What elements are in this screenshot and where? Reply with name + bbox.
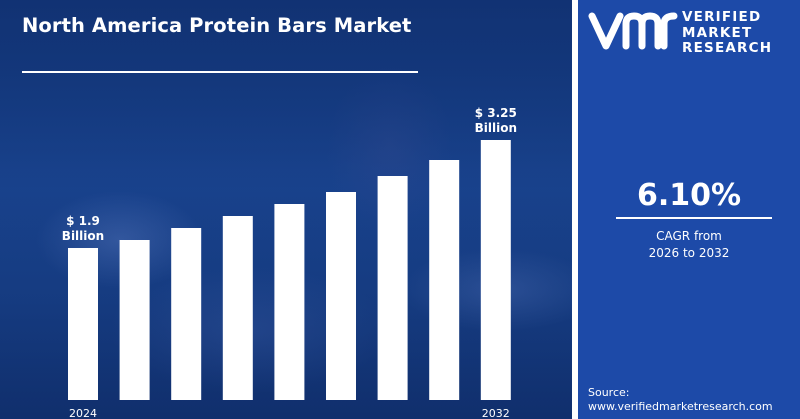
- data-label-value-2024: $ 1.9: [66, 214, 100, 228]
- data-label-value-2032: $ 3.25: [475, 106, 517, 120]
- brand-name: VERIFIED MARKET RESEARCH: [682, 9, 773, 57]
- title-underline: [22, 71, 418, 73]
- bar-2026: [171, 228, 202, 400]
- bar-2025: [119, 240, 150, 400]
- bar-2028: [274, 204, 305, 400]
- panel-divider: [572, 0, 578, 419]
- bar-2032: [480, 140, 511, 400]
- x-tick-label-2032: 2032: [482, 407, 510, 419]
- brand-line-3: RESEARCH: [682, 40, 773, 56]
- brand-line-1: VERIFIED: [682, 9, 762, 25]
- cagr-underline: [616, 217, 772, 219]
- source-block: Source: www.verifiedmarketresearch.com: [588, 386, 773, 414]
- source-url[interactable]: www.verifiedmarketresearch.com: [588, 400, 773, 413]
- bar-2029: [326, 192, 356, 400]
- summary-panel: VERIFIED MARKET RESEARCH 6.10% CAGR from…: [578, 0, 800, 419]
- x-tick-label-2024: 2024: [69, 407, 97, 419]
- data-label-unit-2032: Billion: [475, 121, 517, 135]
- bar-2027: [222, 216, 253, 400]
- cagr-caption-line-2: 2026 to 2032: [648, 246, 730, 260]
- bar-2031: [429, 160, 460, 400]
- data-label-unit-2024: Billion: [62, 229, 104, 243]
- cagr-caption: CAGR from 2026 to 2032: [578, 228, 800, 262]
- cagr-caption-line-1: CAGR from: [656, 229, 722, 243]
- bar-2024: [68, 248, 98, 400]
- brand-line-2: MARKET: [682, 24, 753, 41]
- vmr-logo-icon: [588, 12, 678, 50]
- bar-2030: [377, 176, 408, 400]
- cagr-value: 6.10%: [636, 178, 742, 213]
- chart-title: North America Protein Bars Market: [22, 14, 412, 37]
- source-label: Source:: [588, 386, 630, 399]
